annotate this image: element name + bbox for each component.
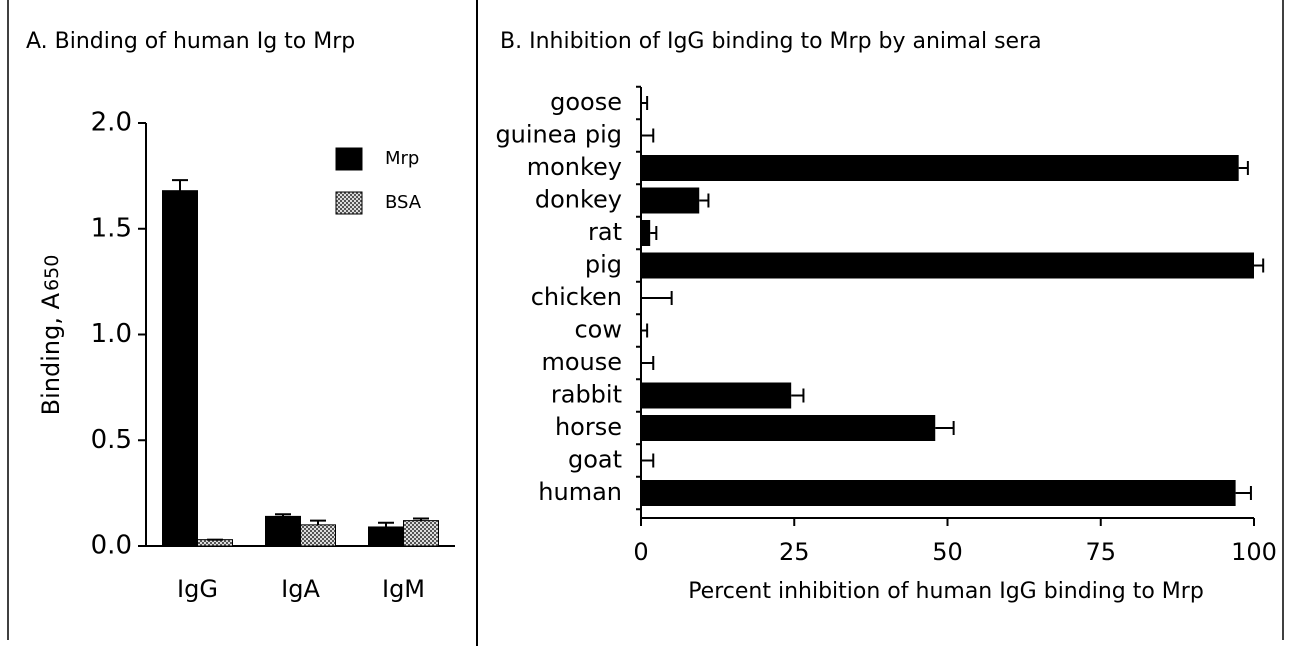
y-tick-label: 1.5 xyxy=(91,213,132,243)
legend-swatch xyxy=(335,191,363,215)
x-tick-label: IgG xyxy=(177,575,218,603)
x-axis-label: Percent inhibition of human IgG binding … xyxy=(688,579,1204,604)
y-tick-label: 1.0 xyxy=(91,319,132,349)
y-tick-label: horse xyxy=(555,413,622,441)
y-tick-label: cow xyxy=(574,316,622,344)
y-label-subscript: 650 xyxy=(41,255,63,291)
error-bar xyxy=(413,517,429,521)
y-tick-label: goose xyxy=(550,88,622,116)
y-tick-label: 0.0 xyxy=(91,531,132,561)
bar xyxy=(162,190,198,547)
x-tick-label: 25 xyxy=(779,538,810,566)
bar xyxy=(265,515,301,547)
y-label-text: Binding, A xyxy=(37,292,65,415)
y-tick-label: rat xyxy=(588,218,622,246)
error-bar xyxy=(935,421,955,435)
error-bar xyxy=(310,519,326,525)
y-axis-label: Binding, A650 xyxy=(37,255,65,416)
panel-a-title: A. Binding of human Ig to Mrp xyxy=(26,29,355,54)
bar xyxy=(368,526,404,547)
y-tick-label: 0.5 xyxy=(91,425,132,455)
y-tick-label: human xyxy=(538,478,622,506)
error-bar xyxy=(1254,258,1265,273)
error-bar xyxy=(650,226,658,240)
bar xyxy=(641,480,1236,506)
error-bar xyxy=(641,453,655,468)
error-bar xyxy=(641,356,655,370)
error-bar xyxy=(791,388,805,403)
bar xyxy=(641,415,936,441)
panel-b-title: B. Inhibition of IgG binding to Mrp by a… xyxy=(500,29,1042,54)
bar xyxy=(641,252,1254,279)
error-bar xyxy=(1238,161,1249,175)
error-bar xyxy=(641,323,649,338)
bar xyxy=(641,187,700,214)
y-tick-label: monkey xyxy=(527,153,622,181)
x-tick-label: IgA xyxy=(281,575,320,603)
x-tick-label: 50 xyxy=(932,538,963,566)
error-bar xyxy=(378,521,394,527)
error-bar xyxy=(641,128,655,143)
bar xyxy=(403,520,439,547)
bar xyxy=(300,524,336,547)
y-tick-label: donkey xyxy=(535,186,622,214)
y-tick-label: 2.0 xyxy=(91,108,132,138)
y-tick-label: rabbit xyxy=(551,381,622,409)
x-tick-label: 100 xyxy=(1231,538,1277,566)
legend-label: Mrp xyxy=(385,148,419,169)
bar xyxy=(641,220,651,246)
x-tick-label: 0 xyxy=(633,538,648,566)
error-bar xyxy=(641,96,649,110)
bar xyxy=(641,382,792,409)
x-tick-label: 75 xyxy=(1085,538,1116,566)
y-tick-label: mouse xyxy=(541,348,622,376)
y-tick-label: chicken xyxy=(531,283,622,311)
legend-label: BSA xyxy=(385,192,422,213)
x-tick-label: IgM xyxy=(382,575,425,603)
y-tick-label: guinea pig xyxy=(495,121,622,149)
bar xyxy=(641,155,1239,181)
error-bar xyxy=(172,179,188,191)
error-bar xyxy=(1235,486,1252,500)
error-bar xyxy=(275,513,291,517)
error-bar xyxy=(641,291,673,305)
y-tick-label: pig xyxy=(585,251,622,279)
legend-swatch xyxy=(335,147,363,171)
error-bar xyxy=(699,193,710,208)
y-tick-label: goat xyxy=(568,446,622,474)
